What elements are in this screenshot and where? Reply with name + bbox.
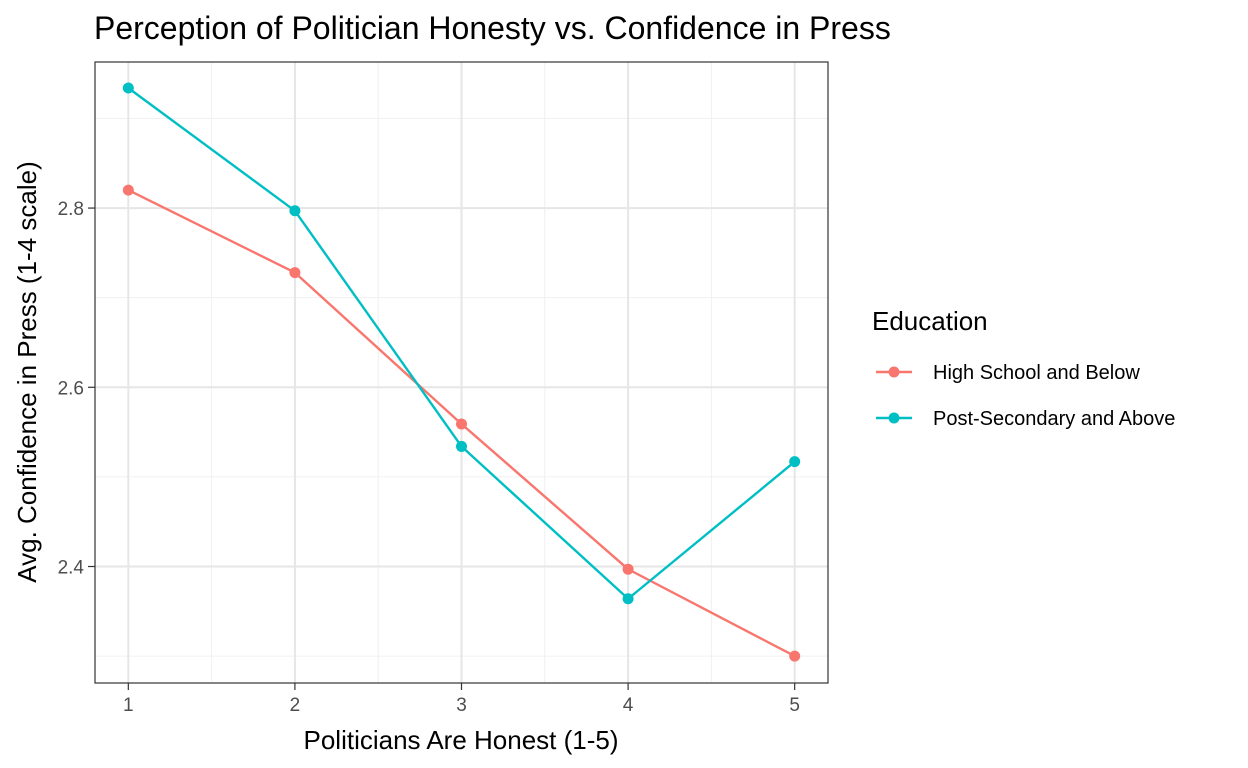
data-point <box>456 418 467 430</box>
x-axis-title: Politicians Are Honest (1-5) <box>303 725 618 755</box>
x-tick-label: 3 <box>456 695 467 716</box>
data-point <box>789 456 801 468</box>
data-point <box>789 650 801 662</box>
y-axis: 2.4 2.6 2.8 <box>58 199 95 579</box>
legend-label: Post-Secondary and Above <box>933 408 1175 430</box>
data-point <box>289 267 301 279</box>
x-axis: 1 2 3 4 5 <box>123 683 800 716</box>
chart-title: Perception of Politician Honesty vs. Con… <box>94 10 891 46</box>
legend-key-point <box>888 412 900 424</box>
data-point <box>122 82 134 94</box>
x-tick-label: 2 <box>290 695 301 716</box>
plot-area <box>94 61 829 684</box>
y-axis-title: Avg. Confidence in Press (1-4 scale) <box>12 161 42 583</box>
data-point <box>122 184 134 196</box>
y-tick-label: 2.8 <box>58 199 84 220</box>
legend-title: Education <box>872 306 988 336</box>
data-point <box>622 593 634 605</box>
x-tick-label: 1 <box>123 695 134 716</box>
x-tick-label: 5 <box>789 695 800 716</box>
legend-label: High School and Below <box>933 362 1140 384</box>
major-gridlines <box>95 62 828 683</box>
y-tick-label: 2.6 <box>58 378 84 399</box>
data-point <box>622 563 634 575</box>
data-point <box>456 440 467 452</box>
legend: Education High School and Below Post-Seco… <box>872 306 1175 430</box>
x-tick-label: 4 <box>623 695 634 716</box>
data-point <box>289 205 301 217</box>
series-layer <box>122 82 801 662</box>
y-tick-label: 2.4 <box>58 558 85 579</box>
legend-items: High School and Below Post-Secondary and … <box>876 362 1175 430</box>
legend-key-point <box>888 366 900 378</box>
